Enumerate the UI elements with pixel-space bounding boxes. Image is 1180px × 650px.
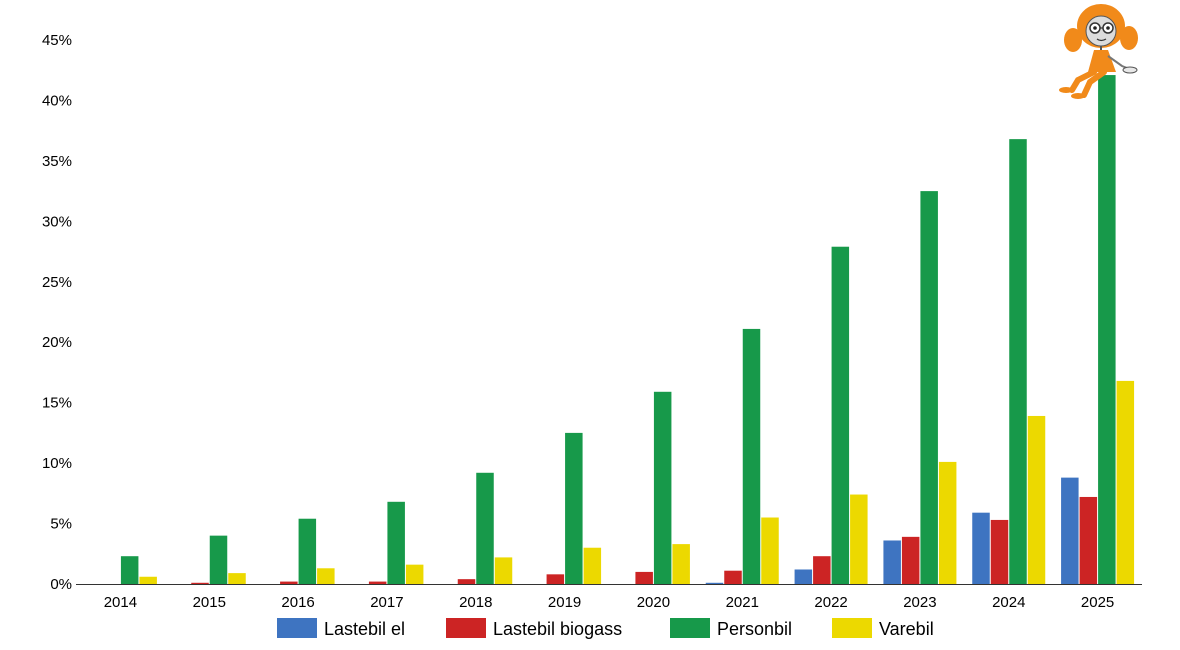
x-tick-label: 2016 xyxy=(281,594,314,611)
legend-swatch xyxy=(832,618,872,638)
y-tick-label: 0% xyxy=(50,576,72,593)
bar-lastebil-biogass-2017[interactable] xyxy=(368,581,387,584)
bar-varebil-2024[interactable] xyxy=(1027,415,1046,584)
bar-personbil-2018[interactable] xyxy=(476,472,494,584)
legend-swatch xyxy=(277,618,317,638)
bar-varebil-2022[interactable] xyxy=(850,494,868,584)
x-tick-label: 2014 xyxy=(104,594,137,611)
x-tick-label: 2017 xyxy=(370,594,403,611)
bar-lastebil-biogass-2016[interactable] xyxy=(280,581,298,584)
bar-lastebil-biogass-2020[interactable] xyxy=(635,571,653,584)
x-tick-label: 2025 xyxy=(1081,594,1114,611)
y-tick-label: 20% xyxy=(42,334,72,351)
bar-personbil-2017[interactable] xyxy=(387,501,405,584)
bar-varebil-2015[interactable] xyxy=(228,573,246,584)
cartoon-girl-mascot-icon xyxy=(1059,4,1138,99)
y-tick-label: 15% xyxy=(42,395,72,412)
bar-lastebil-biogass-2023[interactable] xyxy=(901,536,920,584)
bar-personbil-2022[interactable] xyxy=(831,246,850,584)
legend-label: Lastebil biogass xyxy=(493,619,622,639)
bar-lastebil-biogass-2024[interactable] xyxy=(990,519,1009,584)
bar-lastebil-biogass-2025[interactable] xyxy=(1079,496,1098,584)
bar-lastebil-biogass-2019[interactable] xyxy=(546,574,565,584)
legend-swatch xyxy=(446,618,486,638)
y-tick-label: 5% xyxy=(50,516,72,533)
bar-lastebil-el-2025[interactable] xyxy=(1061,477,1079,584)
y-tick-label: 10% xyxy=(42,455,72,472)
legend-label: Varebil xyxy=(879,619,934,639)
y-tick-label: 45% xyxy=(42,32,72,49)
y-tick-label: 30% xyxy=(42,213,72,230)
x-tick-label: 2018 xyxy=(459,594,492,611)
bar-lastebil-biogass-2018[interactable] xyxy=(457,579,476,584)
x-tick-label: 2015 xyxy=(193,594,226,611)
legend-item-personbil[interactable]: Personbil xyxy=(670,618,792,639)
bar-personbil-2016[interactable] xyxy=(298,518,317,584)
x-tick-label: 2020 xyxy=(637,594,670,611)
bar-personbil-2015[interactable] xyxy=(209,535,228,584)
bar-varebil-2020[interactable] xyxy=(672,544,690,584)
bar-lastebil-el-2024[interactable] xyxy=(972,512,990,584)
bar-personbil-2023[interactable] xyxy=(920,191,938,585)
bar-varebil-2025[interactable] xyxy=(1116,380,1135,584)
bar-varebil-2017[interactable] xyxy=(405,564,424,584)
bar-personbil-2019[interactable] xyxy=(565,432,583,584)
bar-varebil-2019[interactable] xyxy=(583,547,602,584)
bar-varebil-2016[interactable] xyxy=(317,568,335,584)
bar-personbil-2014[interactable] xyxy=(120,556,139,584)
bar-lastebil-biogass-2015[interactable] xyxy=(191,582,209,584)
x-tick-label: 2021 xyxy=(726,594,759,611)
bar-personbil-2021[interactable] xyxy=(742,328,761,584)
y-tick-label: 25% xyxy=(42,274,72,291)
bar-lastebil-el-2023[interactable] xyxy=(883,540,901,584)
bars xyxy=(120,75,1135,585)
bar-lastebil-el-2022[interactable] xyxy=(794,569,813,584)
bar-varebil-2023[interactable] xyxy=(938,461,957,584)
x-axis: 2014 2015 2016 2017 2018 2019 2020 2021 2022 2023… xyxy=(76,584,1142,611)
x-tick-label: 2019 xyxy=(548,594,581,611)
bar-varebil-2018[interactable] xyxy=(494,557,513,584)
bar-personbil-2020[interactable] xyxy=(653,391,672,584)
x-tick-label: 2022 xyxy=(814,594,847,611)
y-tick-label: 35% xyxy=(42,153,72,170)
bar-lastebil-el-2021[interactable] xyxy=(705,582,724,584)
y-tick-label: 40% xyxy=(42,92,72,109)
bar-lastebil-biogass-2021[interactable] xyxy=(724,570,742,584)
bar-lastebil-biogass-2022[interactable] xyxy=(813,556,831,584)
legend-item-lastebil-biogass[interactable]: Lastebil biogass xyxy=(446,618,622,639)
bar-personbil-2025[interactable] xyxy=(1098,75,1116,584)
x-tick-label: 2023 xyxy=(903,594,936,611)
bar-varebil-2014[interactable] xyxy=(139,576,157,584)
legend-label: Personbil xyxy=(717,619,792,639)
bar-varebil-2021[interactable] xyxy=(761,517,779,584)
legend-swatch xyxy=(670,618,710,638)
x-tick-label: 2024 xyxy=(992,594,1025,611)
y-axis: 0% 5% 10% 15% 20% 25% 30% 35% 40% 45% xyxy=(42,32,72,593)
legend: Lastebil el Lastebil biogass Personbil Vare… xyxy=(277,618,934,639)
legend-label: Lastebil el xyxy=(324,619,405,639)
legend-item-lastebil-el[interactable]: Lastebil el xyxy=(277,618,405,639)
legend-item-varebil[interactable]: Varebil xyxy=(832,618,934,639)
bar-personbil-2024[interactable] xyxy=(1009,139,1027,584)
